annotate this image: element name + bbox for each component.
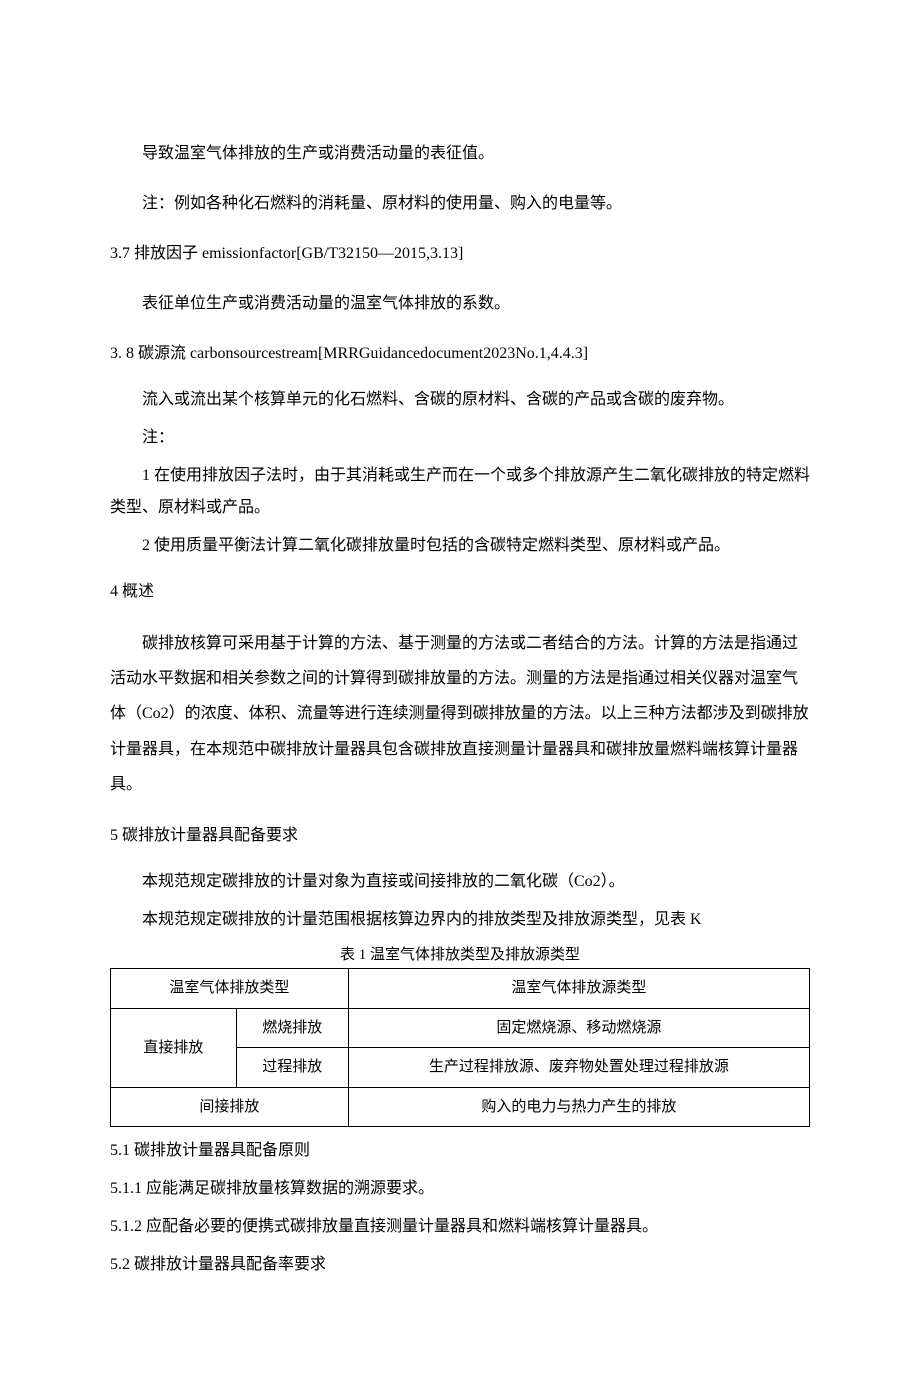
note-1: 1 在使用排放因子法时，由于其消耗或生产而在一个或多个排放源产生二氧化碳排放的特… xyxy=(110,460,810,524)
heading-5-1-2: 5.1.2 应配备必要的便携式碳排放量直接测量计量器具和燃料端核算计量器具。 xyxy=(110,1211,810,1243)
heading-5-1-1: 5.1.1 应能满足碳排放量核算数据的溯源要求。 xyxy=(110,1173,810,1205)
table-header-emission-type: 温室气体排放类型 xyxy=(111,969,349,1009)
table-header-source-type: 温室气体排放源类型 xyxy=(348,969,809,1009)
cell-indirect-sources: 购入的电力与热力产生的排放 xyxy=(348,1087,809,1127)
definition-activity-value: 导致温室气体排放的生产或消费活动量的表征值。 xyxy=(110,138,810,170)
note-activity-examples: 注：例如各种化石燃料的消耗量、原材料的使用量、购入的电量等。 xyxy=(110,188,810,220)
heading-4: 4 概述 xyxy=(110,576,810,608)
scope-object: 本规范规定碳排放的计量对象为直接或间接排放的二氧化碳（Co2）。 xyxy=(110,866,810,898)
heading-5-1: 5.1 碳排放计量器具配备原则 xyxy=(110,1135,810,1167)
table-1-caption: 表 1 温室气体排放类型及排放源类型 xyxy=(110,944,810,967)
cell-combustion-sources: 固定燃烧源、移动燃烧源 xyxy=(348,1008,809,1048)
heading-3-8: 3. 8 碳源流 carbonsourcestream[MRRGuidanced… xyxy=(110,338,810,370)
cell-direct-emission: 直接排放 xyxy=(111,1008,237,1087)
table-row: 温室气体排放类型 温室气体排放源类型 xyxy=(111,969,810,1009)
heading-3-7: 3.7 排放因子 emissionfactor[GB/T32150—2015,3… xyxy=(110,238,810,270)
scope-range: 本规范规定碳排放的计量范围根据核算边界内的排放类型及排放源类型，见表 K xyxy=(110,904,810,936)
definition-emission-factor: 表征单位生产或消费活动量的温室气体排放的系数。 xyxy=(110,288,810,320)
definition-carbon-source-stream: 流入或流出某个核算单元的化石燃料、含碳的原材料、含碳的产品或含碳的废弃物。 xyxy=(110,384,810,416)
table-emission-types: 温室气体排放类型 温室气体排放源类型 直接排放 燃烧排放 固定燃烧源、移动燃烧源… xyxy=(110,968,810,1127)
table-row: 直接排放 燃烧排放 固定燃烧源、移动燃烧源 xyxy=(111,1008,810,1048)
note-label: 注： xyxy=(110,422,810,454)
cell-process-sources: 生产过程排放源、废弃物处置处理过程排放源 xyxy=(348,1048,809,1088)
cell-process-emission: 过程排放 xyxy=(236,1048,348,1088)
cell-combustion-emission: 燃烧排放 xyxy=(236,1008,348,1048)
cell-indirect-emission: 间接排放 xyxy=(111,1087,349,1127)
note-2: 2 使用质量平衡法计算二氧化碳排放量时包括的含碳特定燃料类型、原材料或产品。 xyxy=(110,530,810,562)
overview-paragraph: 碳排放核算可采用基于计算的方法、基于测量的方法或二者结合的方法。计算的方法是指通… xyxy=(110,626,810,802)
heading-5-2: 5.2 碳排放计量器具配备率要求 xyxy=(110,1249,810,1281)
heading-5: 5 碳排放计量器具配备要求 xyxy=(110,820,810,852)
table-row: 间接排放 购入的电力与热力产生的排放 xyxy=(111,1087,810,1127)
